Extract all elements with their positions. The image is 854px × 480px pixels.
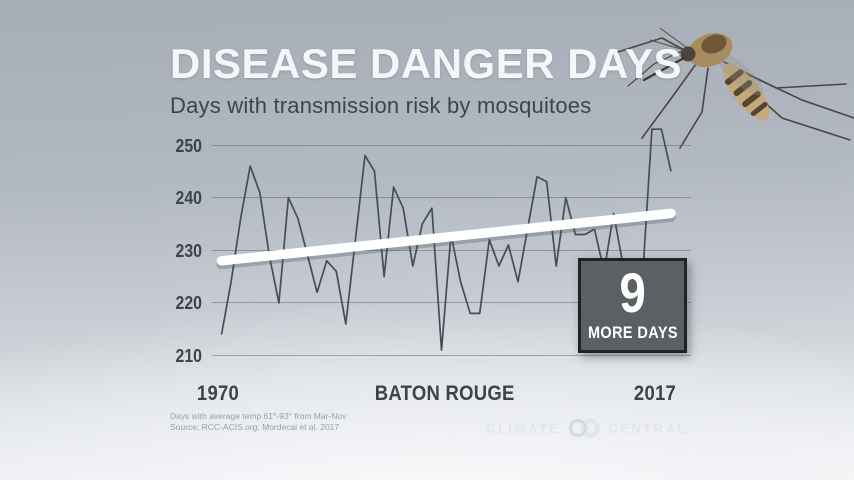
climate-central-logo: CLIMATE CENTRAL	[486, 417, 688, 439]
page-title: DISEASE DANGER DAYS	[170, 40, 683, 87]
source-note-line2: Source: RCC-ACIS.org; Mordecai et al. 20…	[170, 422, 340, 433]
y-axis-tick-250: 250	[175, 136, 202, 156]
climate-central-rings-icon	[568, 418, 601, 438]
mosquito-proboscis	[642, 56, 686, 82]
header: DISEASE DANGER DAYS Days with transmissi…	[170, 40, 682, 119]
x-axis-start-year: 1970	[196, 382, 240, 405]
source-note: Days with average temp 61°-93° from Mar-…	[170, 411, 346, 433]
x-axis-end-year: 2017	[633, 382, 677, 405]
y-axis-tick-230: 230	[175, 241, 202, 261]
data-line	[220, 128, 672, 352]
badge-label: MORE DAYS	[587, 323, 678, 342]
gridline-240	[212, 197, 691, 198]
mosquito-antennae	[649, 27, 687, 51]
y-axis-tick-210: 210	[175, 346, 202, 366]
source-note-line1: Days with average temp 61°-93° from Mar-…	[170, 411, 347, 421]
mosquito-wing	[716, 52, 764, 96]
gridline-210	[212, 355, 691, 356]
gridline-230	[212, 250, 691, 251]
y-axis-tick-220: 220	[175, 293, 202, 313]
more-days-badge: 9 MORE DAYS	[578, 258, 687, 353]
mosquito-body	[642, 27, 770, 120]
gridline-250	[212, 145, 691, 146]
badge-value: 9	[619, 261, 646, 324]
brand-word-central: CENTRAL	[608, 420, 688, 436]
gridline-220	[212, 302, 691, 303]
y-axis-tick-240: 240	[175, 188, 202, 208]
trend-line	[216, 208, 676, 266]
mosquito-image	[617, 27, 854, 149]
city-label: BATON ROUGE	[374, 382, 515, 405]
page-subtitle: Days with transmission risk by mosquitoe…	[170, 93, 592, 118]
brand-word-climate: CLIMATE	[486, 420, 561, 436]
